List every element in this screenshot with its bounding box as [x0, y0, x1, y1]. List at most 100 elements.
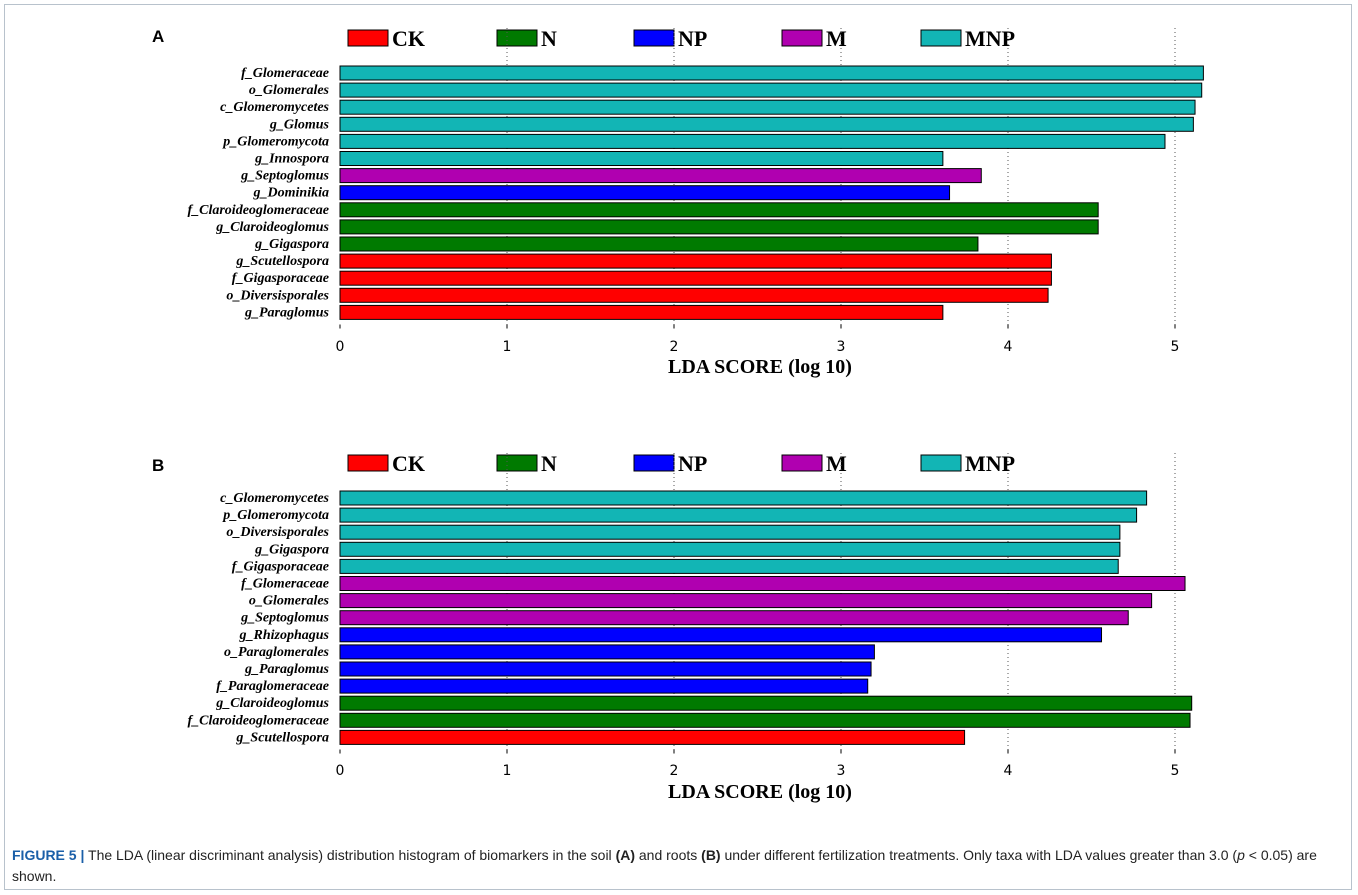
bar-label: f_Gigasporaceae	[232, 271, 329, 286]
bar	[339, 99, 1196, 115]
bar-label: g_Scutellospora	[235, 730, 329, 745]
bar-label: g_Rhizophagus	[239, 628, 330, 643]
bar	[339, 151, 944, 166]
legend-swatch	[633, 29, 675, 47]
x-tick-label: 2	[670, 763, 679, 779]
bar	[339, 507, 1138, 523]
x-tick-label: 5	[1171, 763, 1180, 779]
legend-swatch	[781, 29, 823, 47]
figure-caption: FIGURE 5 | The LDA (linear discriminant …	[12, 845, 1344, 887]
legend-label: M	[826, 26, 847, 51]
bar	[339, 236, 979, 252]
legend-label: N	[541, 26, 557, 51]
bar-label: o_Diversisporales	[226, 525, 329, 540]
bar-label: f_Claroideoglomeraceae	[187, 203, 329, 218]
x-tick-label: 4	[1004, 339, 1013, 355]
bar	[339, 695, 1193, 711]
x-tick-label: 5	[1171, 339, 1180, 355]
bar	[339, 576, 1186, 591]
bar	[339, 712, 1191, 728]
bar	[339, 541, 1121, 557]
bar-label: p_Glomeromycota	[222, 134, 329, 149]
bar	[339, 304, 944, 320]
bar	[339, 678, 869, 694]
bar	[339, 185, 951, 201]
caption-part: The LDA (linear discriminant analysis) d…	[84, 847, 616, 863]
bar-label: g_Innospora	[254, 152, 329, 167]
caption-part: under different fertilization treatments…	[720, 847, 1238, 863]
x-tick-label: 2	[670, 339, 679, 355]
bar	[339, 168, 982, 184]
x-tick-label: 3	[837, 339, 846, 355]
caption-part: p	[1237, 847, 1245, 863]
bar-label: o_Glomerales	[249, 83, 330, 98]
bar-label: g_Gigaspora	[254, 237, 329, 252]
bar	[339, 610, 1129, 626]
bar-label: g_Glomus	[269, 117, 330, 132]
caption-part: and roots	[635, 847, 702, 863]
legend-swatch	[633, 454, 675, 472]
bar-label: g_Paraglomus	[244, 662, 330, 677]
bar-label: g_Dominikia	[253, 186, 329, 201]
legend-swatch	[781, 454, 823, 472]
legend-label: NP	[678, 26, 707, 51]
legend-label: CK	[392, 451, 425, 476]
x-tick-label: 4	[1004, 763, 1013, 779]
bar	[339, 593, 1153, 609]
bar	[339, 524, 1121, 540]
bar	[339, 219, 1099, 235]
caption-part: (B)	[701, 847, 721, 863]
legend-swatch	[347, 29, 389, 47]
bar	[339, 661, 872, 677]
bar	[339, 644, 875, 660]
bar-label: g_Gigaspora	[254, 542, 329, 557]
legend-swatch	[920, 454, 962, 472]
legend-label: M	[826, 451, 847, 476]
legend-swatch	[920, 29, 962, 47]
bar	[339, 558, 1119, 574]
caption-text: The LDA (linear discriminant analysis) d…	[12, 847, 1317, 884]
bar-label: f_Paraglomeraceae	[216, 679, 329, 694]
x-tick-label: 1	[503, 763, 512, 779]
bar-label: g_Septoglomus	[240, 169, 329, 184]
bar-label: g_Paraglomus	[244, 305, 330, 320]
figure-frame	[4, 4, 1352, 890]
bar-label: g_Claroideoglomus	[215, 220, 329, 235]
bar-label: o_Glomerales	[249, 594, 330, 609]
bar	[339, 202, 1099, 218]
bar	[339, 729, 966, 745]
bar-label: g_Scutellospora	[235, 254, 329, 269]
bar-label: p_Glomeromycota	[222, 508, 329, 523]
x-axis-label: LDA SCORE (log 10)	[668, 781, 852, 803]
caption-label: FIGURE 5 |	[12, 847, 85, 863]
bar-label: o_Paraglomerales	[224, 645, 330, 660]
bar	[339, 490, 1148, 506]
bar	[339, 82, 1203, 98]
bar	[339, 270, 1052, 286]
legend-label: MNP	[965, 26, 1015, 51]
legend-swatch	[347, 454, 389, 472]
x-tick-label: 0	[336, 763, 345, 779]
x-tick-label: 0	[336, 339, 345, 355]
bar-label: c_Glomeromycetes	[220, 491, 329, 506]
bar-label: o_Diversisporales	[226, 288, 329, 303]
bar	[339, 287, 1049, 303]
bar-label: c_Glomeromycetes	[220, 100, 329, 115]
panel-letter: A	[152, 27, 164, 46]
panel-letter: B	[152, 456, 164, 475]
bar	[339, 65, 1204, 81]
bar-label: f_Gigasporaceae	[232, 559, 329, 574]
legend-label: CK	[392, 26, 425, 51]
bar-label: f_Glomeraceae	[241, 66, 329, 81]
bar	[339, 627, 1103, 643]
bar-label: g_Septoglomus	[240, 611, 329, 626]
bar	[339, 253, 1052, 269]
legend-label: NP	[678, 451, 707, 476]
legend-swatch	[496, 29, 538, 47]
x-axis-label: LDA SCORE (log 10)	[668, 356, 852, 378]
caption-part: (A)	[615, 847, 635, 863]
x-tick-label: 3	[837, 763, 846, 779]
caption-part: < 0.05) are shown.	[12, 847, 1317, 884]
bar	[339, 133, 1166, 149]
bar-label: g_Claroideoglomus	[215, 696, 329, 711]
